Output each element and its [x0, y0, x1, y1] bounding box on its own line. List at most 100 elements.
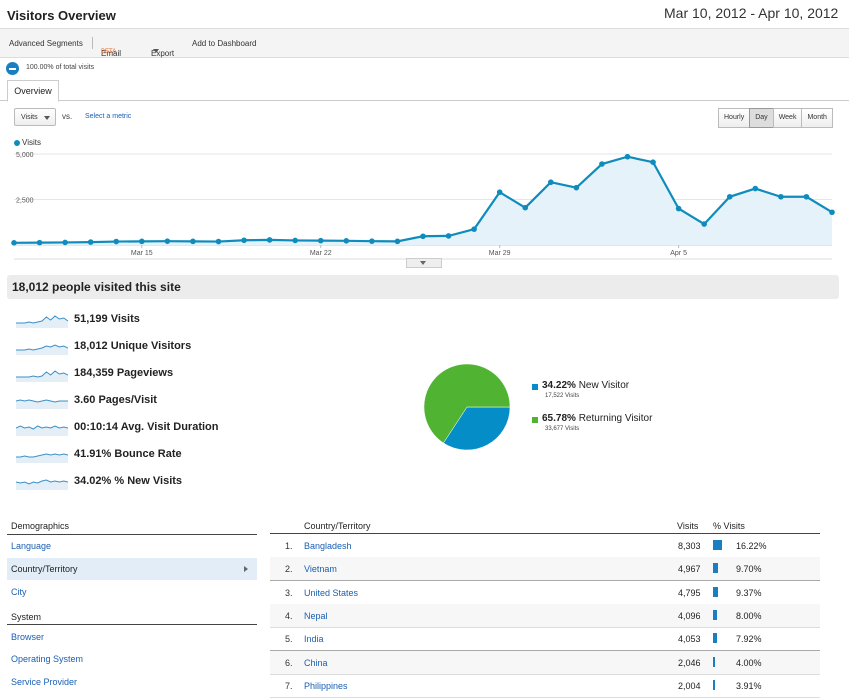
- data-point[interactable]: [164, 238, 171, 244]
- stat-value: 184,359 Pageviews: [74, 367, 174, 379]
- data-point[interactable]: [266, 237, 273, 243]
- country-link[interactable]: Nepal: [304, 610, 328, 621]
- data-point[interactable]: [113, 238, 120, 245]
- data-point[interactable]: [343, 238, 350, 244]
- data-point[interactable]: [241, 237, 247, 244]
- data-point[interactable]: [829, 209, 835, 216]
- table-row: 6. China 2,046 4.00%: [270, 650, 820, 675]
- stat-label: Pageviews: [116, 367, 174, 379]
- data-point[interactable]: [675, 205, 682, 212]
- pct-value: 7.92%: [736, 634, 762, 645]
- data-point[interactable]: [369, 238, 375, 244]
- data-point[interactable]: [599, 161, 605, 167]
- legend-label: Returning Visitor: [578, 413, 653, 424]
- row-number: 5.: [285, 634, 293, 645]
- data-point[interactable]: [522, 204, 529, 211]
- data-point[interactable]: [445, 233, 452, 239]
- metric-select-value: Visits: [21, 114, 38, 121]
- data-point[interactable]: [36, 239, 43, 246]
- data-point[interactable]: [62, 239, 68, 246]
- sparkline: [16, 315, 68, 328]
- sidebar-item-browser[interactable]: Browser: [11, 632, 45, 642]
- beta-badge: BETA: [101, 49, 117, 55]
- data-point[interactable]: [573, 184, 580, 191]
- x-tick-label: Mar 29: [489, 250, 511, 257]
- visits-value: 8,303: [678, 541, 701, 551]
- summary-title: 18,012 people visited this site: [12, 280, 181, 294]
- divider: [7, 624, 257, 625]
- country-link[interactable]: India: [304, 634, 324, 645]
- visits-legend-dot: [14, 140, 20, 146]
- sidebar-item-city[interactable]: City: [11, 587, 27, 597]
- row-number: 3.: [285, 587, 293, 598]
- row-number: 4.: [285, 610, 293, 621]
- y-tick-label: 5,000: [16, 152, 34, 159]
- data-point[interactable]: [803, 193, 810, 200]
- data-point[interactable]: [752, 185, 759, 192]
- stat-label: Visits: [110, 313, 140, 325]
- export-label: Export: [151, 49, 175, 58]
- data-point[interactable]: [420, 233, 426, 240]
- data-point[interactable]: [624, 153, 631, 160]
- column-header-visits: Visits: [677, 521, 699, 531]
- divider: [7, 534, 257, 535]
- day-button[interactable]: Day: [749, 108, 774, 128]
- segment-label: 100.00% of total visits: [26, 64, 95, 71]
- visits-value: 4,967: [678, 564, 701, 575]
- hourly-button[interactable]: Hourly: [718, 108, 751, 128]
- pct-bar: [713, 633, 718, 644]
- data-point[interactable]: [701, 221, 707, 227]
- tab-bar-line: [0, 100, 849, 101]
- table-row: 5. India 4,053 7.92%: [270, 627, 820, 652]
- sparkline: [16, 425, 68, 436]
- sidebar-item-country[interactable]: Country/Territory: [7, 558, 257, 580]
- stat-label: % New Visits: [114, 475, 183, 487]
- data-point[interactable]: [87, 239, 94, 245]
- data-point[interactable]: [190, 238, 196, 245]
- month-button[interactable]: Month: [801, 108, 833, 128]
- data-point[interactable]: [11, 240, 17, 246]
- data-point[interactable]: [650, 159, 656, 165]
- country-link[interactable]: United States: [304, 587, 359, 598]
- data-point[interactable]: [726, 193, 733, 200]
- week-button[interactable]: Week: [772, 108, 803, 128]
- tab-overview[interactable]: Overview: [7, 80, 59, 102]
- pie-slice[interactable]: [423, 363, 511, 444]
- sidebar-item-language[interactable]: Language: [11, 541, 52, 551]
- add-to-dashboard-button[interactable]: Add to Dashboard: [192, 39, 257, 48]
- legend-swatch: [532, 417, 538, 423]
- visits-chart: 5,000 2,500 Mar 15 Mar 22 Mar 29 Apr 5: [11, 152, 835, 260]
- data-point[interactable]: [496, 189, 503, 196]
- data-point[interactable]: [394, 238, 401, 245]
- data-point[interactable]: [317, 237, 324, 244]
- select-metric-link[interactable]: Select a metric: [85, 113, 132, 120]
- country-link[interactable]: China: [304, 657, 328, 668]
- advanced-segments-button[interactable]: Advanced Segments: [9, 39, 83, 48]
- data-point[interactable]: [215, 238, 222, 245]
- data-point[interactable]: [139, 238, 145, 245]
- visits-value: 2,004: [678, 680, 701, 691]
- segment-remove-icon[interactable]: [6, 62, 19, 75]
- y-tick-label: 2,500: [16, 198, 34, 205]
- pct-value: 16.22%: [736, 541, 767, 551]
- page-title: Visitors Overview: [7, 8, 116, 23]
- country-link[interactable]: Bangladesh: [304, 541, 352, 551]
- pct-value: 9.70%: [736, 564, 762, 575]
- pct-bar: [713, 586, 719, 597]
- sidebar-item-os[interactable]: Operating System: [11, 654, 84, 664]
- table-row: 4. Nepal 4,096 8.00%: [270, 603, 820, 628]
- data-point[interactable]: [471, 226, 477, 232]
- metric-select[interactable]: Visits: [14, 108, 56, 126]
- column-header-country: Country/Territory: [304, 521, 371, 531]
- column-header-pct-visits: % Visits: [713, 521, 745, 531]
- data-point[interactable]: [778, 193, 784, 200]
- data-point[interactable]: [548, 179, 554, 186]
- legend-sub: 33,677 Visits: [545, 426, 580, 432]
- country-link[interactable]: Philippines: [304, 680, 348, 691]
- country-link[interactable]: Vietnam: [304, 564, 337, 575]
- data-point[interactable]: [292, 237, 298, 244]
- chart-collapse-handle[interactable]: [406, 258, 442, 268]
- table-row: 2. Vietnam 4,967 9.70%: [270, 557, 820, 582]
- sidebar-item-service-provider[interactable]: Service Provider: [11, 677, 78, 687]
- stat-value: 18,012 Unique Visitors: [74, 340, 192, 352]
